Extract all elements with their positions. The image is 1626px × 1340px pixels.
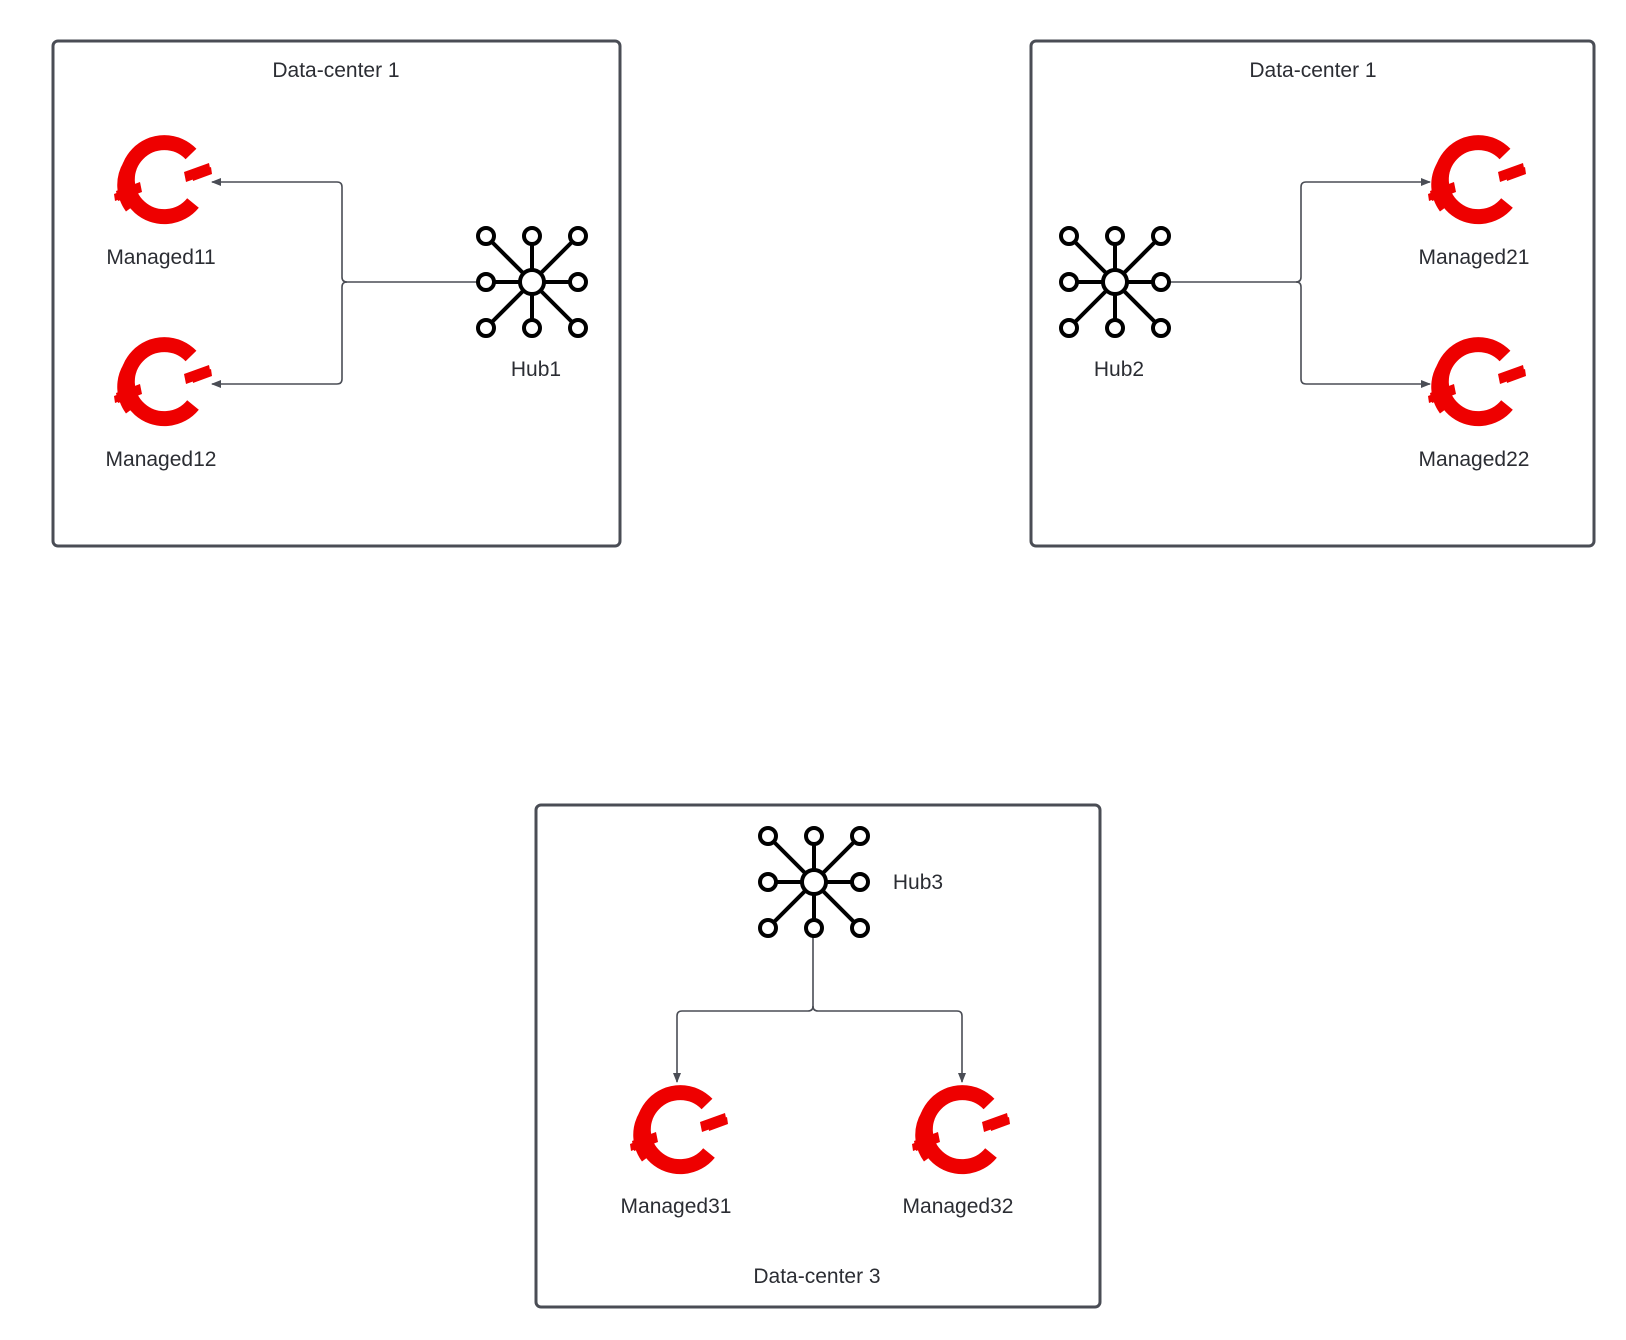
connector-hub3-managed32 bbox=[812, 1005, 966, 1083]
managed31-label: Managed31 bbox=[621, 1195, 732, 1218]
hub3-node[interactable]: Hub3 bbox=[758, 826, 943, 938]
managed12-node[interactable]: Managed12 bbox=[106, 345, 217, 471]
managed11-label: Managed11 bbox=[106, 246, 215, 269]
hub3-label: Hub3 bbox=[893, 871, 943, 894]
data-center-3-group: Data-center 3 Hub3 Managed31 Managed32 bbox=[534, 803, 1102, 1309]
managed31-node[interactable]: Managed31 bbox=[621, 1093, 732, 1218]
hub2-label: Hub2 bbox=[1094, 358, 1144, 381]
hub1-node[interactable]: Hub1 bbox=[476, 226, 588, 381]
data-center-2-label: Data-center 1 bbox=[1249, 59, 1376, 82]
managed21-label: Managed21 bbox=[1419, 246, 1530, 269]
managed32-node[interactable]: Managed32 bbox=[903, 1093, 1014, 1218]
managed32-label: Managed32 bbox=[903, 1195, 1014, 1218]
hub2-node[interactable]: Hub2 bbox=[1059, 226, 1171, 381]
managed22-label: Managed22 bbox=[1419, 448, 1530, 471]
data-center-2-group: Data-center 1 Hub2 Managed21 Managed22 bbox=[1029, 39, 1596, 548]
hub-network-icon bbox=[476, 226, 588, 338]
data-center-1-group: Data-center 1 Hub1 Managed11 Managed12 bbox=[51, 39, 622, 548]
managed22-node[interactable]: Managed22 bbox=[1419, 345, 1530, 471]
connector-hub2-managed22 bbox=[1295, 281, 1431, 388]
hub-network-icon bbox=[758, 826, 870, 938]
managed11-node[interactable]: Managed11 bbox=[106, 143, 215, 269]
data-center-2-box bbox=[1029, 39, 1596, 548]
hub-network-icon bbox=[1059, 226, 1171, 338]
data-center-1-box bbox=[51, 39, 622, 548]
managed12-label: Managed12 bbox=[106, 448, 217, 471]
connector-hub1-managed12 bbox=[211, 281, 348, 388]
hub1-label: Hub1 bbox=[511, 358, 561, 381]
data-center-3-label: Data-center 3 bbox=[753, 1265, 880, 1288]
data-center-3-box bbox=[534, 803, 1102, 1309]
managed21-node[interactable]: Managed21 bbox=[1419, 143, 1530, 269]
data-center-1-label: Data-center 1 bbox=[272, 59, 399, 82]
